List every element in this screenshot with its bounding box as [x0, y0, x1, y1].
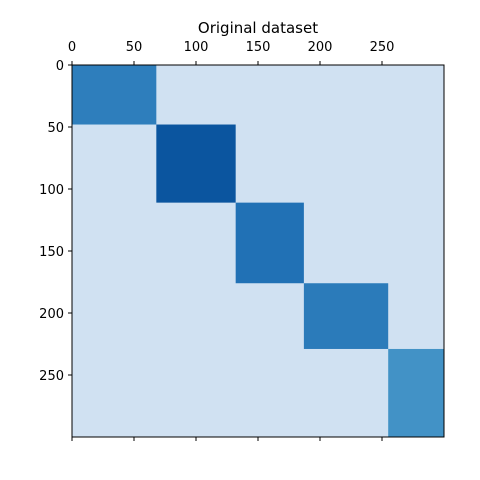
- y-tick-label: 250: [39, 369, 64, 384]
- block: [388, 348, 444, 437]
- x-tick-label: 250: [370, 40, 395, 55]
- x-tick-label: 150: [246, 40, 271, 55]
- y-tick-label: 200: [39, 307, 64, 322]
- block: [235, 202, 304, 284]
- x-tick-label: 100: [184, 40, 209, 55]
- x-tick-label: 50: [126, 40, 143, 55]
- x-tick-label: 0: [68, 40, 76, 55]
- y-tick-label: 150: [39, 245, 64, 260]
- block: [156, 124, 236, 203]
- y-tick-label: 100: [39, 183, 64, 198]
- y-tick-label: 0: [56, 59, 64, 74]
- block: [303, 283, 389, 349]
- y-tick-label: 50: [47, 121, 64, 136]
- block: [72, 65, 157, 125]
- chart-title: Original dataset: [198, 19, 318, 37]
- x-tick-label: 200: [308, 40, 333, 55]
